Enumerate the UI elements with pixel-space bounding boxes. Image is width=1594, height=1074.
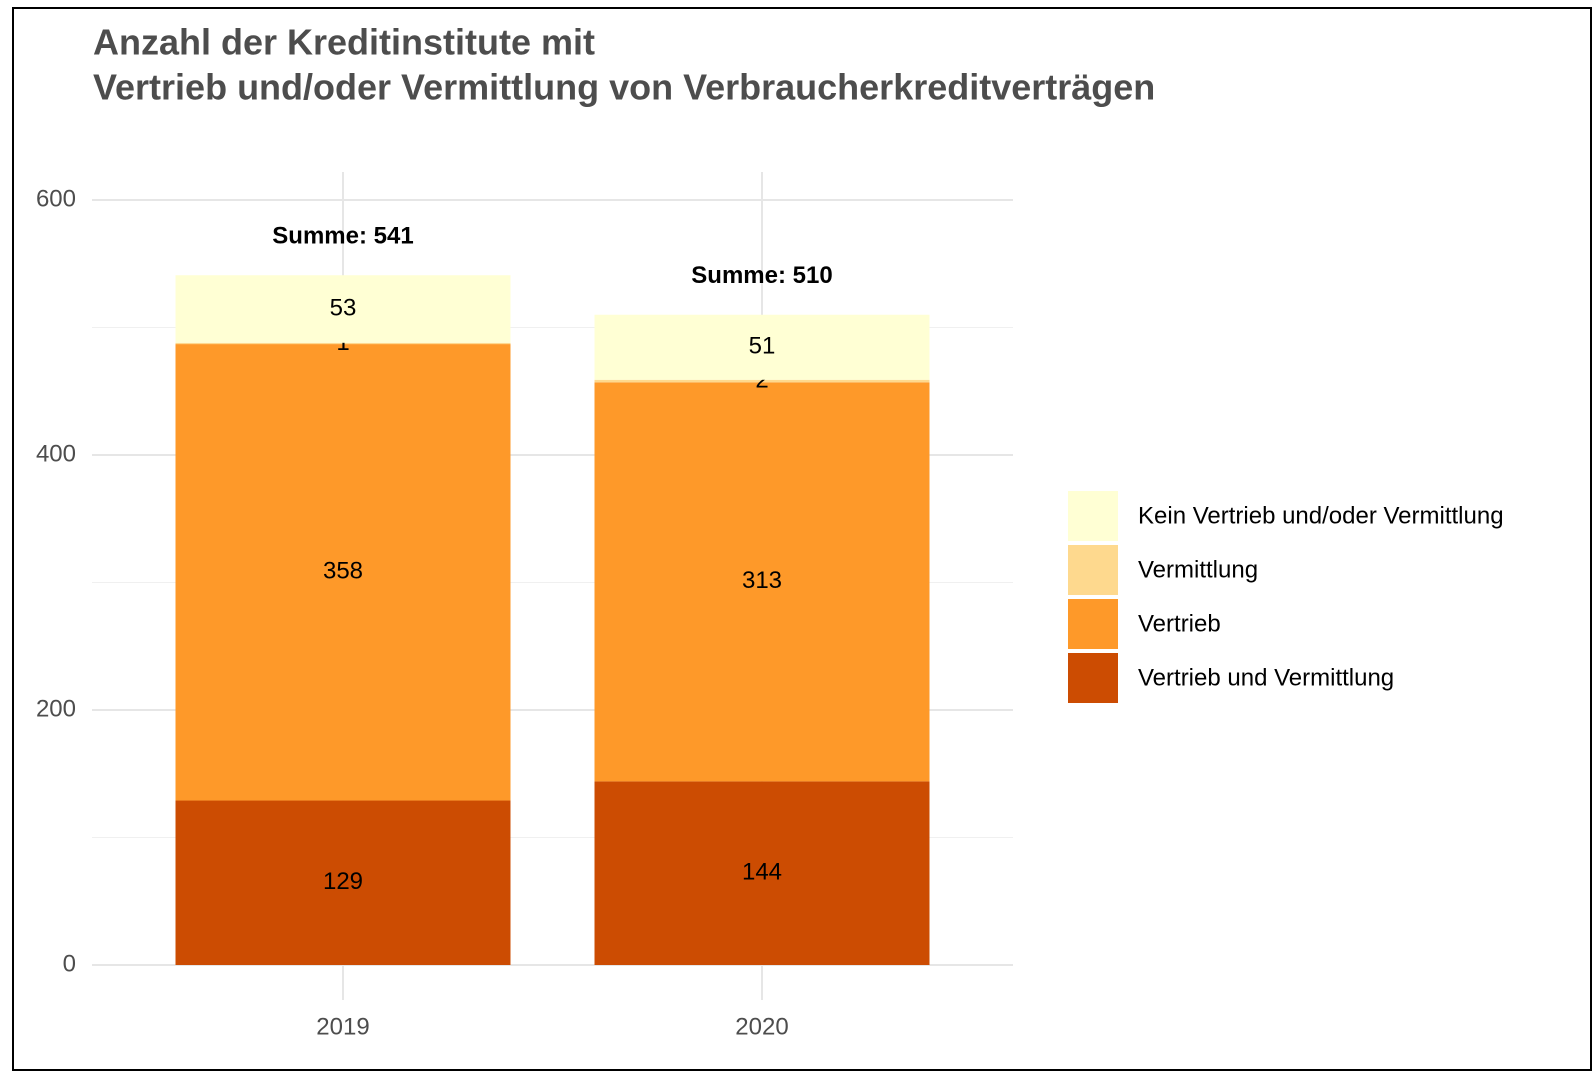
y-tick-label: 600 [36,185,76,212]
total-label: Summe: 510 [691,262,832,289]
total-label: Summe: 541 [272,223,413,250]
x-tick-label: 2020 [735,1013,788,1040]
legend-swatch [1068,545,1118,595]
bar-segment [594,314,930,380]
y-tick-label: 400 [36,440,76,467]
chart-title: Vertrieb und/oder Vermittlung von Verbra… [93,67,1155,108]
x-tick-label: 2019 [316,1013,369,1040]
data-label: 313 [742,567,782,594]
legend-label: Vermittlung [1138,556,1258,583]
legend-swatch [1068,491,1118,541]
legend-label: Vertrieb [1138,610,1221,637]
data-label: 51 [749,333,776,360]
data-label: 53 [330,294,357,321]
bar-segment [594,379,930,383]
data-label: 358 [323,558,363,585]
chart-title: Anzahl der Kreditinstitute mit [93,22,595,63]
legend-swatch [1068,653,1118,703]
legend-swatch [1068,599,1118,649]
bar-segment [175,800,511,965]
legend-label: Vertrieb und Vermittlung [1138,664,1394,691]
y-tick-label: 0 [63,950,76,977]
bar-segment [594,781,930,965]
bar-segment [175,275,511,343]
data-label: 129 [323,868,363,895]
bar-segment [175,342,511,345]
legend-label: Kein Vertrieb und/oder Vermittlung [1138,502,1504,529]
bar-segment [175,344,511,801]
y-tick-label: 200 [36,695,76,722]
bar-segment [594,382,930,782]
data-label: 144 [742,859,782,886]
